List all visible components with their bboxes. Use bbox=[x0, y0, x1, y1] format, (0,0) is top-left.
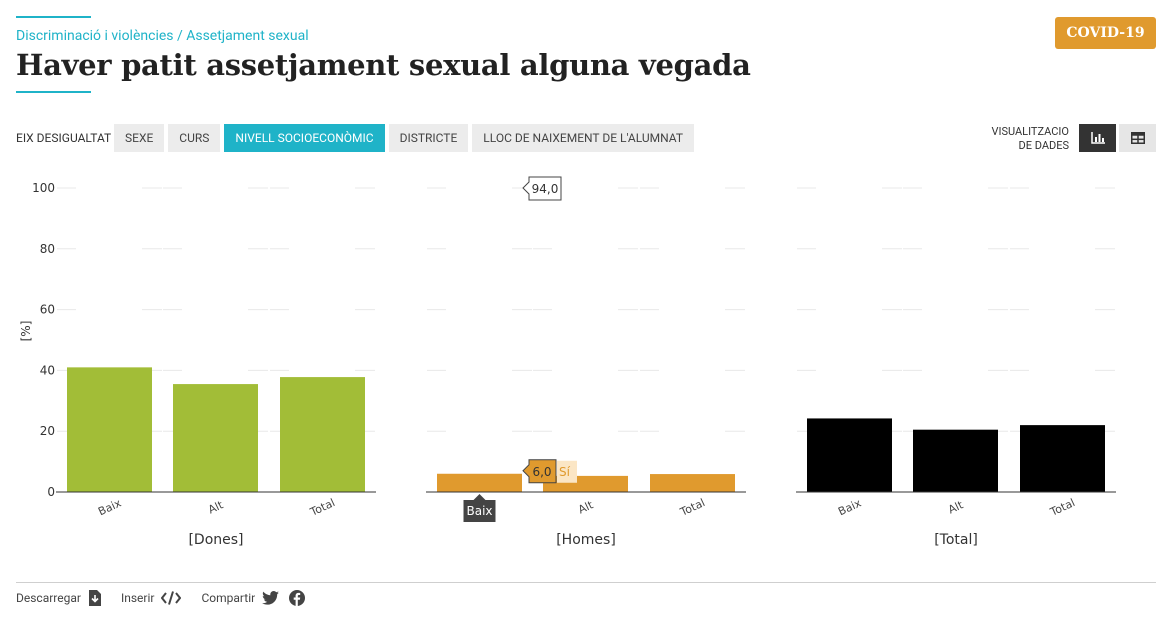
tooltip-no-box bbox=[522, 176, 562, 201]
bar[interactable] bbox=[807, 418, 892, 492]
x-tick-label: Baix bbox=[836, 496, 864, 518]
tooltip-si-box bbox=[522, 459, 557, 484]
footer-actions: Descarregar Inserir Compartir bbox=[16, 590, 325, 606]
tooltip-category-label: Baix bbox=[466, 504, 492, 518]
tooltip-category-box bbox=[463, 494, 496, 522]
bar[interactable] bbox=[437, 473, 522, 492]
y-tick-label: 60 bbox=[40, 303, 55, 317]
table-view-button[interactable] bbox=[1119, 124, 1156, 152]
tooltip-si-label: Sí bbox=[559, 465, 571, 479]
bar[interactable] bbox=[280, 377, 365, 492]
download-label: Descarregar bbox=[16, 591, 81, 605]
visualitzacio-label: VISUALITZACIO DE DADES bbox=[960, 125, 1069, 153]
bar[interactable] bbox=[913, 429, 998, 492]
title-bottom-rule bbox=[16, 91, 91, 93]
panel-title: [Total] bbox=[934, 532, 978, 548]
tooltip-no-value: 94,0 bbox=[532, 182, 559, 196]
tab-sexe[interactable]: SEXE bbox=[114, 124, 165, 152]
tab-lloc-naixement[interactable]: LLOC DE NAIXEMENT DE L'ALUMNAT bbox=[472, 124, 694, 152]
download-button[interactable]: Descarregar bbox=[16, 590, 101, 606]
bar[interactable] bbox=[1020, 425, 1105, 492]
x-tick-label: Alt bbox=[206, 498, 226, 516]
facebook-icon[interactable] bbox=[289, 590, 306, 606]
page-title: Haver patit assetjament sexual alguna ve… bbox=[16, 48, 751, 82]
table-icon bbox=[1130, 132, 1145, 144]
tooltip-si-label-bg bbox=[557, 460, 577, 483]
inequality-axis-tabs: SEXE CURS NIVELL SOCIOECONÒMIC DISTRICTE… bbox=[114, 124, 694, 152]
tab-curs[interactable]: CURS bbox=[168, 124, 221, 152]
chart-view-button[interactable] bbox=[1079, 124, 1116, 152]
y-tick-label: 40 bbox=[40, 363, 55, 377]
panel-title: [Dones] bbox=[188, 532, 243, 548]
y-tick-label: 20 bbox=[40, 424, 55, 438]
share-group: Compartir bbox=[201, 590, 306, 606]
bar-chart-icon bbox=[1090, 132, 1105, 144]
x-tick-label: Total bbox=[1047, 496, 1077, 519]
embed-label: Inserir bbox=[120, 591, 155, 605]
x-tick-label: Baix bbox=[96, 496, 124, 518]
breadcrumb[interactable]: Discriminació i violències / Assetjament… bbox=[16, 28, 309, 44]
panel-title: [Homes] bbox=[556, 532, 616, 548]
y-axis-label: [%] bbox=[19, 321, 33, 342]
x-tick-label: Total bbox=[307, 496, 337, 519]
bar-chart: [%] 0 20 40 60 80 100 Baix Alt Total [Dones] Baix Al… bbox=[19, 176, 1116, 548]
footer-divider bbox=[16, 582, 1156, 583]
share-label: Compartir bbox=[201, 591, 256, 605]
twitter-icon[interactable] bbox=[262, 591, 280, 605]
download-icon bbox=[88, 590, 101, 606]
y-tick-label: 100 bbox=[32, 181, 55, 195]
embed-button[interactable]: Inserir bbox=[121, 591, 182, 605]
bar[interactable] bbox=[650, 474, 735, 492]
tab-districte[interactable]: DISTRICTE bbox=[388, 124, 469, 152]
x-tick-label: Total bbox=[677, 496, 707, 519]
code-icon bbox=[161, 591, 182, 605]
bar[interactable] bbox=[67, 367, 152, 492]
tooltip-si-value: 6,0 bbox=[532, 465, 551, 479]
eix-desigualtat-label: EIX DESIGUALTAT bbox=[16, 131, 112, 145]
x-tick-label: Alt bbox=[576, 498, 596, 516]
y-tick-label: 80 bbox=[40, 242, 55, 256]
bar[interactable] bbox=[173, 384, 258, 492]
visualitzacio-label-line1: VISUALITZACIO bbox=[991, 125, 1069, 138]
covid-badge[interactable]: COVID-19 bbox=[1055, 17, 1156, 49]
title-top-rule bbox=[16, 16, 91, 18]
x-tick-label: Alt bbox=[946, 498, 966, 516]
y-tick-label: 0 bbox=[47, 485, 55, 499]
visualitzacio-label-line2: DE DADES bbox=[1018, 139, 1069, 152]
tab-nivell-socioeconomic[interactable]: NIVELL SOCIOECONÒMIC bbox=[224, 124, 385, 152]
